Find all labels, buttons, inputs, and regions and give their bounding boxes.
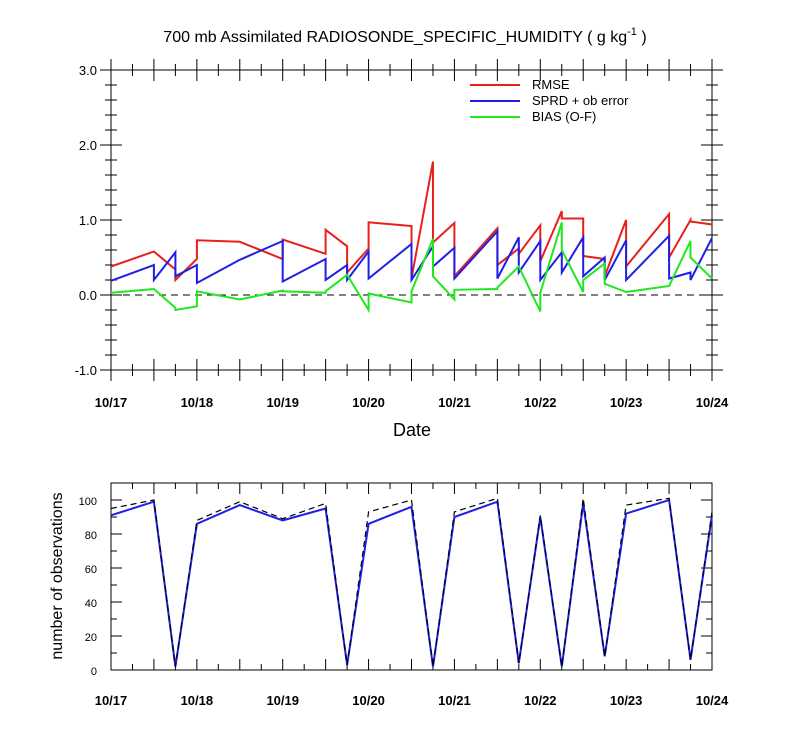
top-plot-frame [110,69,713,371]
series-line-assimilated [110,498,713,667]
y-tick-label: 0.0 [79,288,97,303]
top-axis-ticks [100,59,723,381]
y-tick-label: 3.0 [79,63,97,78]
top-series-group [110,161,713,314]
x-tick-label: 10/20 [352,395,385,410]
top-x-tick-labels: 10/17 10/18 10/19 10/20 10/21 10/22 10/23 10/24 [95,395,729,410]
chart-title-superscript: -1 [627,26,637,38]
y-tick-label: 80 [85,530,97,542]
chart-title-end: ) [637,29,647,46]
x-tick-label: 10/17 [95,693,128,708]
y-tick-label: 0 [91,666,97,678]
y-tick-label: 20 [85,632,97,644]
y-tick-label: 2.0 [79,138,97,153]
y-tick-label: 40 [85,598,97,610]
top-chart: 3.02.01.00.0-1.0 10/17 10/18 10/19 10/20 10/… [75,59,729,440]
bottom-axis-ticks [110,482,713,671]
bottom-y-tick-labels: 100 80 60 40 20 0 [79,496,97,678]
bottom-x-tick-labels: 10/17 10/18 10/19 10/20 10/21 10/22 10/23 10/24 [95,693,729,708]
legend-label: SPRD + ob error [532,93,629,108]
y-axis-label: number of observations [49,492,66,659]
top-y-tick-labels: 3.0 2.0 1.0 0.0 -1.0 [75,63,97,378]
x-tick-label: 10/18 [181,395,214,410]
y-tick-label: 60 [85,564,97,576]
x-axis-label: Date [393,420,431,440]
x-tick-label: 10/24 [696,693,729,708]
bottom-series-group [110,497,713,667]
series-line-bias-o-f [110,222,713,314]
x-tick-label: 10/22 [524,395,557,410]
y-tick-label: -1.0 [75,363,97,378]
y-tick-label: 1.0 [79,213,97,228]
x-tick-label: 10/17 [95,395,128,410]
x-tick-label: 10/24 [696,395,729,410]
series-line-sprd-ob-error [110,228,713,285]
x-tick-label: 10/22 [524,693,557,708]
x-tick-label: 10/19 [266,693,299,708]
y-tick-label: 100 [79,496,97,508]
x-tick-label: 10/23 [610,693,643,708]
x-tick-label: 10/21 [438,395,471,410]
x-tick-label: 10/18 [181,693,214,708]
chart-title: 700 mb Assimilated RADIOSONDE_SPECIFIC_H… [163,26,646,46]
legend-label: RMSE [532,77,570,92]
x-tick-label: 10/21 [438,693,471,708]
x-tick-label: 10/19 [266,395,299,410]
chart-title-main: 700 mb Assimilated RADIOSONDE_SPECIFIC_H… [163,29,627,46]
series-line-possible [110,497,713,667]
x-tick-label: 10/20 [352,693,385,708]
x-tick-label: 10/23 [610,395,643,410]
legend-label: BIAS (O-F) [532,109,596,124]
